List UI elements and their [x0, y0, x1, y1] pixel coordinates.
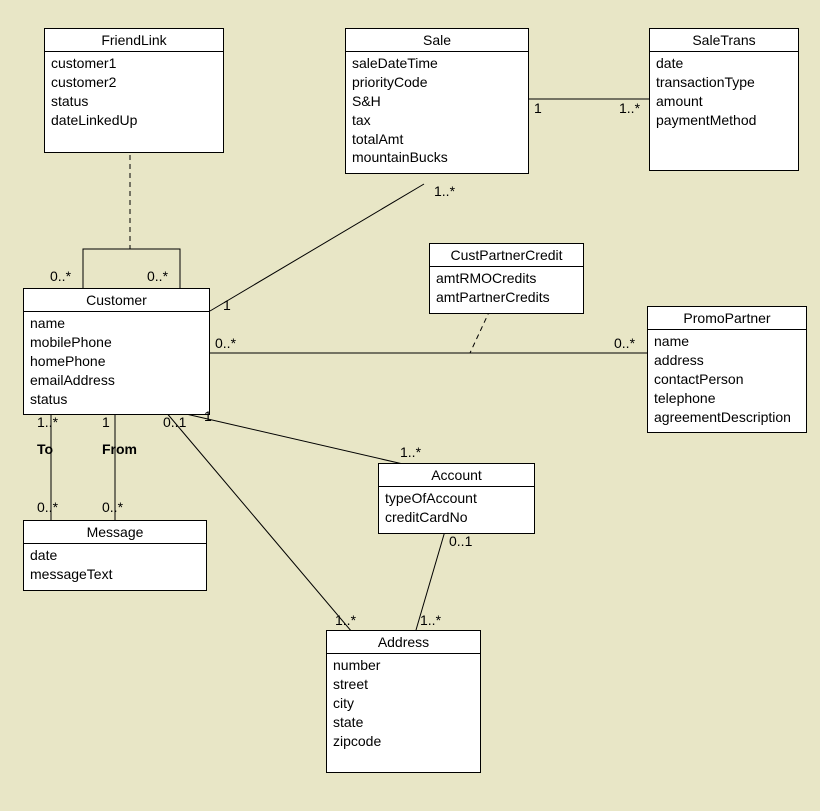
- mult-customer-address-cust: 0..1: [163, 414, 186, 430]
- class-attributes: name address contactPerson telephone agr…: [648, 330, 806, 432]
- attr: messageText: [30, 565, 200, 584]
- attr: customer1: [51, 54, 217, 73]
- class-attributes: typeOfAccount creditCardNo: [379, 487, 534, 533]
- attr: transactionType: [656, 73, 792, 92]
- class-title: Customer: [24, 289, 209, 312]
- mult-to-bottom: 0..*: [37, 499, 58, 515]
- attr: amtPartnerCredits: [436, 288, 577, 307]
- class-title: Account: [379, 464, 534, 487]
- attr: name: [654, 332, 800, 351]
- attr: tax: [352, 111, 522, 130]
- mult-account-address-addr: 1..*: [420, 612, 441, 628]
- attr: address: [654, 351, 800, 370]
- attr: status: [30, 390, 203, 409]
- role-from: From: [102, 441, 137, 457]
- mult-customer-account-one: 1: [204, 408, 212, 424]
- class-attributes: saleDateTime priorityCode S&H tax totalA…: [346, 52, 528, 173]
- attr: typeOfAccount: [385, 489, 528, 508]
- attr: contactPerson: [654, 370, 800, 389]
- class-attributes: date messageText: [24, 544, 206, 590]
- attr: telephone: [654, 389, 800, 408]
- class-title: PromoPartner: [648, 307, 806, 330]
- mult-customer-partner-left: 0..*: [215, 335, 236, 351]
- class-title: SaleTrans: [650, 29, 798, 52]
- attr: status: [51, 92, 217, 111]
- class-customer: Customer name mobilePhone homePhone emai…: [23, 288, 210, 415]
- class-promopartner: PromoPartner name address contactPerson …: [647, 306, 807, 433]
- class-title: Message: [24, 521, 206, 544]
- role-to: To: [37, 441, 53, 457]
- class-attributes: customer1 customer2 status dateLinkedUp: [45, 52, 223, 152]
- attr: city: [333, 694, 474, 713]
- attr: homePhone: [30, 352, 203, 371]
- mult-from-bottom: 0..*: [102, 499, 123, 515]
- attr: totalAmt: [352, 130, 522, 149]
- attr: paymentMethod: [656, 111, 792, 130]
- class-address: Address number street city state zipcode: [326, 630, 481, 773]
- attr: creditCardNo: [385, 508, 528, 527]
- class-friendlink: FriendLink customer1 customer2 status da…: [44, 28, 224, 153]
- attr: state: [333, 713, 474, 732]
- attr: date: [656, 54, 792, 73]
- attr: mountainBucks: [352, 148, 522, 167]
- class-title: FriendLink: [45, 29, 223, 52]
- mult-sale-customer-many: 1..*: [434, 183, 455, 199]
- mult-customer-partner-right: 0..*: [614, 335, 635, 351]
- mult-to-top: 1..*: [37, 414, 58, 430]
- class-attributes: date transactionType amount paymentMetho…: [650, 52, 798, 170]
- class-sale: Sale saleDateTime priorityCode S&H tax t…: [345, 28, 529, 174]
- attr: street: [333, 675, 474, 694]
- mult-sale-saletrans-many: 1..*: [619, 100, 640, 116]
- mult-customer-self-right: 0..*: [147, 268, 168, 284]
- mult-customer-address-addr: 1..*: [335, 612, 356, 628]
- attr: saleDateTime: [352, 54, 522, 73]
- attr: name: [30, 314, 203, 333]
- class-account: Account typeOfAccount creditCardNo: [378, 463, 535, 534]
- attr: date: [30, 546, 200, 565]
- attr: agreementDescription: [654, 408, 800, 427]
- attr: zipcode: [333, 732, 474, 751]
- class-custpartnercredit: CustPartnerCredit amtRMOCredits amtPartn…: [429, 243, 584, 314]
- class-message: Message date messageText: [23, 520, 207, 591]
- class-saletrans: SaleTrans date transactionType amount pa…: [649, 28, 799, 171]
- attr: emailAddress: [30, 371, 203, 390]
- attr: customer2: [51, 73, 217, 92]
- attr: dateLinkedUp: [51, 111, 217, 130]
- diagram-canvas: FriendLink customer1 customer2 status da…: [0, 0, 820, 811]
- attr: number: [333, 656, 474, 675]
- class-title: Sale: [346, 29, 528, 52]
- class-attributes: number street city state zipcode: [327, 654, 480, 772]
- class-title: CustPartnerCredit: [430, 244, 583, 267]
- mult-account-address-acct: 0..1: [449, 533, 472, 549]
- attr: amount: [656, 92, 792, 111]
- mult-sale-saletrans-1: 1: [534, 100, 542, 116]
- attr: S&H: [352, 92, 522, 111]
- mult-account-many: 1..*: [400, 444, 421, 460]
- attr: amtRMOCredits: [436, 269, 577, 288]
- class-attributes: name mobilePhone homePhone emailAddress …: [24, 312, 209, 414]
- class-attributes: amtRMOCredits amtPartnerCredits: [430, 267, 583, 313]
- attr: mobilePhone: [30, 333, 203, 352]
- class-title: Address: [327, 631, 480, 654]
- mult-customer-self-left: 0..*: [50, 268, 71, 284]
- attr: priorityCode: [352, 73, 522, 92]
- mult-customer-sale-one: 1: [223, 297, 231, 313]
- mult-from-top: 1: [102, 414, 110, 430]
